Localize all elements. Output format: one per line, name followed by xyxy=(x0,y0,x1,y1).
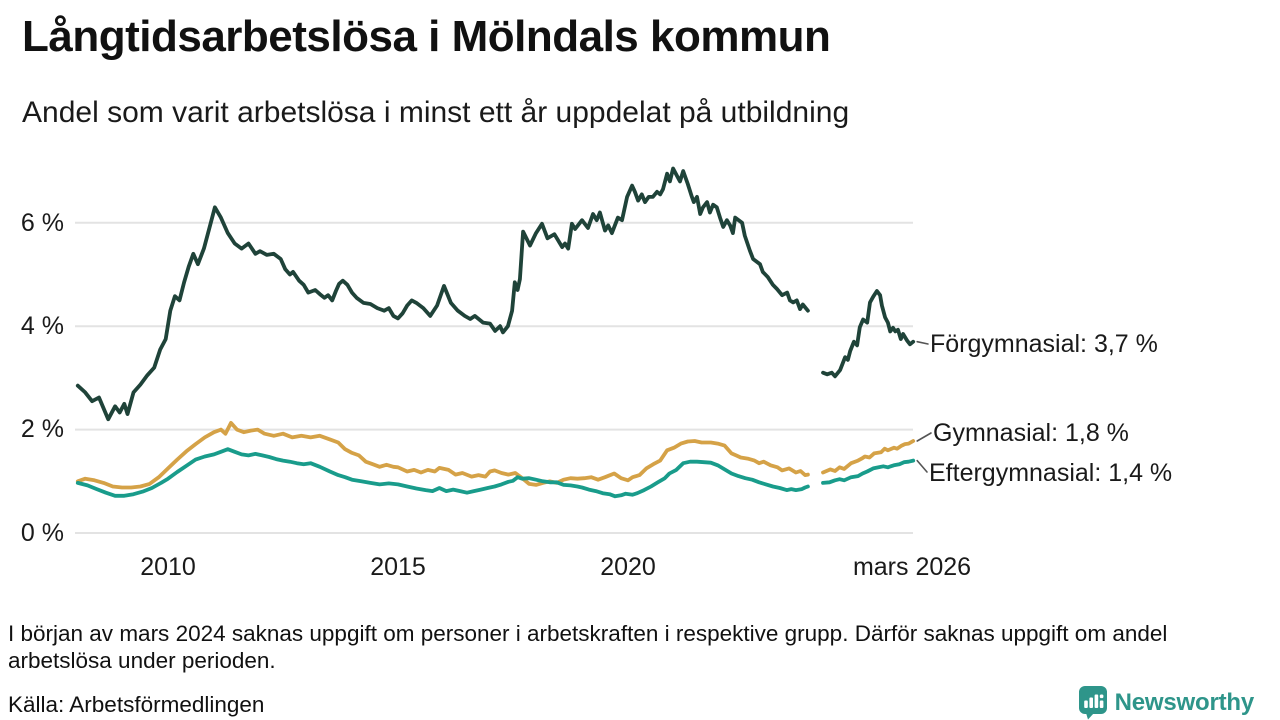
chart-bars-bubble-icon xyxy=(1078,686,1107,720)
source-note: Källa: Arbetsförmedlingen xyxy=(8,692,265,717)
x-axis-tick-label-2015: 2015 xyxy=(370,553,426,581)
y-axis-tick-label-0: 0 % xyxy=(20,519,64,547)
x-axis-tick-label-2020: 2020 xyxy=(600,553,656,581)
page-title: Långtidsarbetslösa i Mölndals kommun xyxy=(22,12,831,61)
newsworthy-logo: Newsworthy xyxy=(1078,686,1254,720)
newsworthy-wordmark: Newsworthy xyxy=(1114,689,1255,716)
x-axis-tick-label-mars-2026: mars 2026 xyxy=(852,553,972,581)
x-axis-tick-label-2010: 2010 xyxy=(140,553,196,581)
series-end-label-eftergymnasial: Eftergymnasial: 1,4 % xyxy=(929,459,1173,487)
page-subtitle: Andel som varit arbetslösa i minst ett å… xyxy=(22,96,850,129)
series-end-label-forgymnasial: Förgymnasial: 3,7 % xyxy=(930,330,1158,358)
y-axis-tick-label-4: 4 % xyxy=(20,312,64,340)
y-axis-tick-label-2: 2 % xyxy=(20,415,64,443)
footnote: I början av mars 2024 saknas uppgift om … xyxy=(8,621,1168,673)
y-axis-tick-label-6: 6 % xyxy=(20,209,64,237)
series-end-label-gymnasial: Gymnasial: 1,8 % xyxy=(933,419,1129,447)
